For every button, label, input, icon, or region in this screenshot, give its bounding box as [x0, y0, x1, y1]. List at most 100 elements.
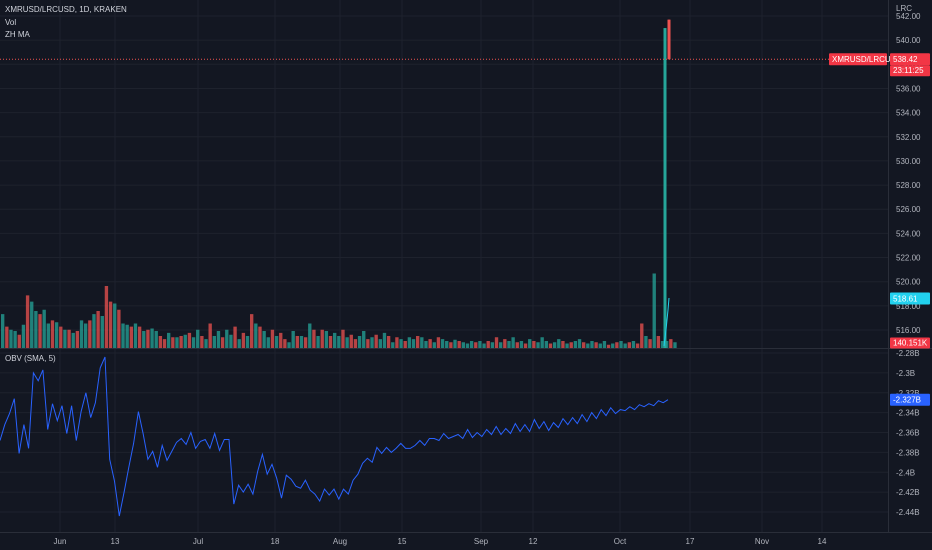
volume-bar — [225, 329, 229, 349]
volume-bar — [436, 337, 441, 349]
volume-bar — [582, 342, 586, 349]
obv-legend[interactable]: OBV (SMA, 5) — [5, 354, 56, 363]
volume-bar — [416, 336, 420, 349]
volume-bar — [216, 331, 221, 349]
candle-body — [667, 19, 671, 60]
price-tick-label: 522.00 — [896, 254, 921, 263]
volume-bar — [407, 337, 412, 349]
volume-bar — [420, 337, 424, 349]
volume-bar — [565, 343, 569, 349]
volume-bar — [129, 326, 133, 349]
volume-bar — [490, 342, 495, 349]
volume-bar — [411, 339, 416, 349]
volume-bar — [13, 331, 17, 349]
volume-bar — [1, 314, 5, 349]
volume-value-tag-text: 140.151K — [893, 339, 928, 348]
candle-body — [663, 28, 667, 349]
volume-bar — [5, 326, 9, 349]
price-pair-tag-box — [829, 53, 887, 66]
volume-bar — [104, 286, 109, 349]
volume-bar — [262, 331, 266, 349]
volume-bar — [295, 336, 299, 349]
volume-bar — [312, 329, 316, 349]
volume-bar — [652, 273, 656, 349]
volume-bar — [494, 337, 499, 349]
ma-legend[interactable]: ZH MA — [5, 30, 30, 39]
obv-series-line — [0, 356, 669, 517]
obv-tick-label: -2.32B — [896, 389, 920, 398]
volume-bar — [615, 342, 619, 349]
time-tick-label: Sep — [474, 537, 489, 546]
volume-bar — [233, 326, 237, 349]
volume-bar — [461, 342, 465, 349]
volume-bar — [63, 329, 67, 349]
price-tick-label: 520.00 — [896, 278, 921, 287]
volume-bar — [395, 337, 399, 349]
volume-bar — [324, 331, 329, 349]
volume-bar — [382, 332, 387, 349]
volume-bar — [557, 339, 561, 349]
price-tick-label: 528.00 — [896, 181, 921, 190]
volume-bar — [167, 332, 171, 349]
volume-bar — [9, 329, 13, 349]
time-tick-label: 18 — [271, 537, 280, 546]
volume-bar — [283, 339, 287, 349]
volume-bar — [486, 341, 490, 349]
volume-bar — [499, 342, 503, 349]
volume-bar — [30, 301, 34, 349]
volume-bar — [96, 311, 100, 349]
volume-bar — [349, 334, 353, 349]
volume-bar — [586, 343, 590, 349]
volume-bar — [333, 332, 337, 349]
volume-bar — [88, 320, 92, 349]
volume-bar — [208, 323, 212, 349]
volume-bar — [308, 323, 312, 349]
volume-bar — [237, 339, 241, 349]
volume-bar — [357, 336, 362, 349]
volume-bar — [341, 329, 345, 349]
time-tick-label: Aug — [333, 537, 347, 546]
volume-bar — [465, 343, 470, 349]
volume-bar — [345, 337, 349, 349]
volume-bar — [250, 314, 254, 349]
ma-value-tag-box — [890, 292, 930, 305]
volume-bar — [594, 342, 598, 349]
volume-bar — [266, 337, 270, 349]
volume-bar — [17, 334, 21, 349]
volume-bar — [440, 339, 445, 349]
volume-bar — [220, 337, 225, 349]
obv-tick-label: -2.34B — [896, 409, 920, 418]
price-tick-label: 542.00 — [896, 12, 921, 21]
price-tick-label: 534.00 — [896, 109, 921, 118]
volume-bar — [536, 342, 540, 349]
price-tick-label: 536.00 — [896, 84, 921, 93]
price-value-tag-text: 538.42 — [893, 55, 918, 64]
vol-legend[interactable]: Vol — [5, 18, 17, 27]
volume-bar — [50, 320, 55, 349]
volume-bar — [590, 341, 594, 349]
scale-label: LRC — [896, 4, 912, 13]
volume-bar — [544, 341, 548, 349]
price-tick-label: 530.00 — [896, 157, 921, 166]
volume-bar — [523, 343, 528, 349]
volume-bar — [316, 336, 320, 349]
volume-bar — [200, 336, 204, 349]
volume-bar — [640, 323, 644, 349]
symbol-legend[interactable]: XMRUSD/LRCUSD, 1D, KRAKEN — [5, 5, 127, 14]
volume-bar — [133, 323, 138, 349]
volume-bar — [366, 339, 370, 349]
volume-bar — [635, 343, 640, 349]
volume-bar — [611, 343, 615, 349]
volume-bar — [577, 339, 582, 349]
volume-bar — [573, 341, 578, 349]
volume-bar — [474, 342, 478, 349]
obv-value-tag-text: -2.327B — [893, 396, 921, 405]
volume-bar — [424, 341, 428, 349]
volume-bar — [665, 341, 669, 349]
volume-bar — [606, 344, 611, 349]
volume-bar — [254, 323, 258, 349]
volume-bar — [503, 339, 507, 349]
volume-bar — [100, 316, 104, 349]
